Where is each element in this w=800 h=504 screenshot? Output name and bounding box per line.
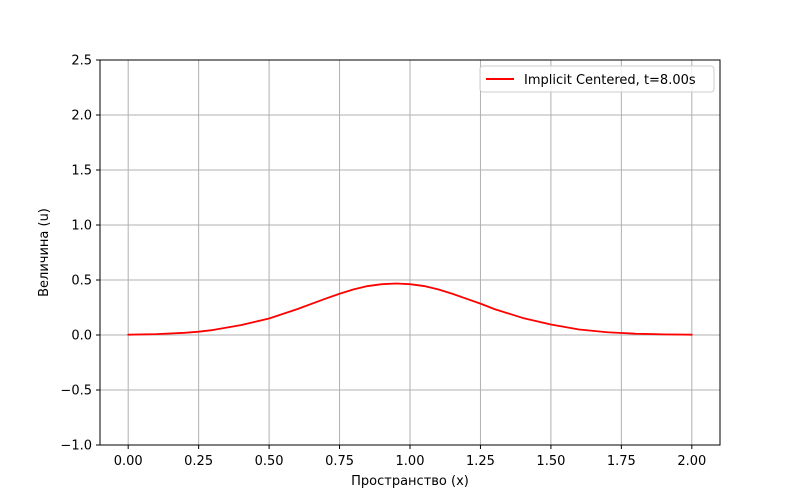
legend: Implicit Centered, t=8.00s	[479, 65, 715, 93]
grid-lines	[100, 59, 720, 446]
y-tick-label: 2.0	[71, 109, 92, 124]
x-axis-label: Пространство (x)	[351, 474, 469, 489]
y-tick-label: 1.0	[71, 219, 92, 234]
x-tick-label: 1.50	[536, 454, 565, 469]
x-tick-label: 2.00	[677, 454, 706, 469]
y-tick-label: 2.5	[71, 54, 92, 69]
x-tick-label: 0.25	[184, 454, 213, 469]
x-tick-label: 1.00	[396, 454, 425, 469]
y-tick-label: 0.0	[71, 329, 92, 344]
x-tick-label: 1.75	[607, 454, 636, 469]
x-tick-label: 0.00	[114, 454, 143, 469]
y-tick-label: 0.5	[71, 274, 92, 289]
series-line-0	[127, 282, 693, 336]
x-tick-label: 0.75	[325, 454, 354, 469]
y-tick-label: 1.5	[71, 164, 92, 179]
x-tick-label: 1.25	[466, 454, 495, 469]
x-tick-label: 0.50	[255, 454, 284, 469]
legend-entry-label: Implicit Centered, t=8.00s	[524, 73, 696, 88]
y-tick-label: −0.5	[60, 384, 92, 399]
y-axis-label: Величина (u)	[37, 208, 52, 297]
series-layer	[127, 282, 693, 336]
y-tick-label: −1.0	[60, 439, 92, 454]
axis-ticks: 0.00 0.25 0.50 0.75 1.00 1.25 1.50 1.75 2.00 −1.0…	[60, 54, 706, 470]
legend-box	[479, 65, 715, 93]
